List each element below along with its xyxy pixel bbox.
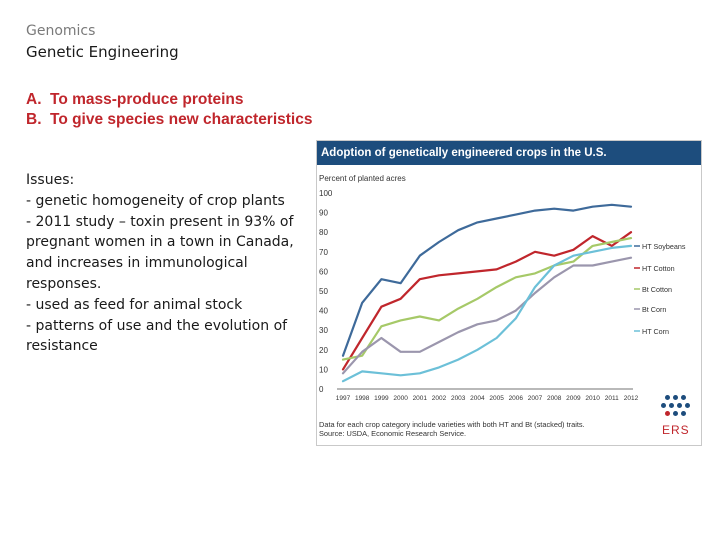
chart-figure: Adoption of genetically engineered crops… xyxy=(316,140,702,446)
legend-label: Bt Cotton xyxy=(642,285,672,294)
ers-logo-text: ERS xyxy=(662,423,690,437)
x-tick-label: 1997 xyxy=(336,395,351,402)
y-tick-label: 60 xyxy=(319,267,328,276)
y-tick-label: 50 xyxy=(319,287,328,296)
chart-plot: Percent of planted acres 0 10 20 30 40 50 60 70 8… xyxy=(319,174,686,402)
x-tick-label: 2011 xyxy=(605,395,619,402)
x-tick-label: 2008 xyxy=(547,395,562,402)
series-line xyxy=(341,256,633,375)
x-tick-label: 2003 xyxy=(451,395,466,402)
issues-block: Issues: - genetic homogeneity of crop pl… xyxy=(26,170,316,357)
y-tick-label: 80 xyxy=(319,228,328,237)
issue-item: - genetic homogeneity of crop plants xyxy=(26,192,285,209)
logo-dot xyxy=(681,411,686,416)
chart-note: Data for each crop category include vari… xyxy=(319,420,585,429)
x-tick-label: 2007 xyxy=(528,395,543,402)
x-tick-label: 1998 xyxy=(355,395,370,402)
objective-text: To mass-produce proteins xyxy=(50,91,244,108)
logo-dot xyxy=(673,411,678,416)
y-tick-label: 0 xyxy=(319,385,324,394)
legend-label: HT Corn xyxy=(642,327,669,336)
logo-dot xyxy=(665,411,670,416)
chart-title: Adoption of genetically engineered crops… xyxy=(317,141,701,165)
y-tick-label: 30 xyxy=(319,326,328,335)
x-tick-label: 2012 xyxy=(624,395,639,402)
issue-item: - 2011 study – toxin present in 93% of p… xyxy=(26,213,294,292)
objectives-list: A. To mass-produce proteins B. To give spe… xyxy=(26,90,312,130)
issue-item: - patterns of use and the evolution of r… xyxy=(26,317,288,355)
logo-dot xyxy=(673,395,678,400)
series-line xyxy=(341,231,633,371)
slide-heading: Genetic Engineering xyxy=(26,43,179,61)
logo-dot xyxy=(681,395,686,400)
legend-label: HT Cotton xyxy=(642,264,675,273)
x-tick-label: 2010 xyxy=(585,395,600,402)
logo-dot xyxy=(661,403,666,408)
x-tick-label: 2006 xyxy=(509,395,524,402)
objective-item: A. To mass-produce proteins xyxy=(26,90,312,110)
slide-kicker: Genomics xyxy=(26,23,96,39)
objective-text: To give species new characteristics xyxy=(50,111,313,128)
logo-dot xyxy=(665,395,670,400)
y-tick-label: 20 xyxy=(319,346,328,355)
y-tick-label: 70 xyxy=(319,248,328,257)
ers-logo: ERS xyxy=(661,393,695,439)
objective-item: B. To give species new characteristics xyxy=(26,110,312,130)
objective-letter: A. xyxy=(26,91,42,108)
y-axis-label: Percent of planted acres xyxy=(319,174,406,183)
y-tick-label: 10 xyxy=(319,365,328,374)
x-tick-label: 2004 xyxy=(470,395,485,402)
logo-dot xyxy=(677,403,682,408)
issues-heading: Issues: xyxy=(26,172,75,188)
logo-dot xyxy=(685,403,690,408)
objective-letter: B. xyxy=(26,111,42,128)
chart-notes: Data for each crop category include vari… xyxy=(319,420,649,438)
legend-label: Bt Corn xyxy=(642,305,666,314)
y-tick-label: 100 xyxy=(319,189,333,198)
x-tick-label: 2005 xyxy=(489,395,504,402)
x-tick-label: 2002 xyxy=(432,395,447,402)
legend-label: HT Soybeans xyxy=(642,242,686,251)
series-line xyxy=(341,203,633,357)
x-tick-label: 2001 xyxy=(413,395,428,402)
issue-item: - used as feed for animal stock xyxy=(26,296,243,313)
logo-dot xyxy=(669,403,674,408)
x-tick-label: 1999 xyxy=(374,395,389,402)
x-tick-label: 2000 xyxy=(393,395,408,402)
series-line xyxy=(341,244,633,383)
x-tick-label: 2009 xyxy=(566,395,581,402)
y-tick-label: 90 xyxy=(319,209,328,218)
chart-source: Source: USDA, Economic Research Service. xyxy=(319,429,467,438)
y-tick-label: 40 xyxy=(319,307,328,316)
